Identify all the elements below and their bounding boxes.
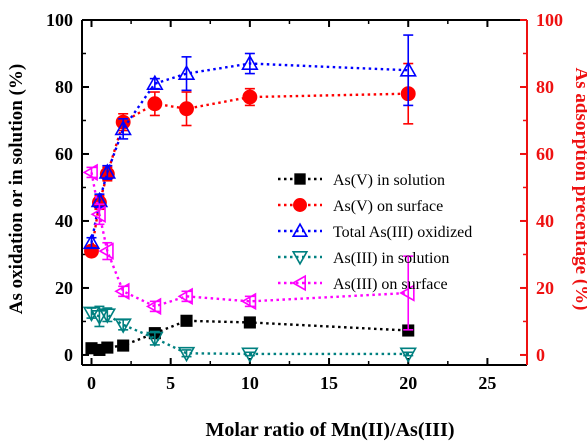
x-tick-label: 0 — [87, 373, 96, 393]
legend-item: As(V) on surface — [278, 198, 443, 215]
legend-item: As(III) in solution — [278, 250, 449, 267]
y2-tick-label: 100 — [536, 10, 563, 30]
y-axis-label: As oxidation or in solution (%) — [6, 64, 27, 314]
legend-label: As(III) in solution — [333, 250, 449, 267]
y-tick-label: 80 — [55, 77, 73, 97]
x-axis-label: Molar ratio of Mn(II)/As(III) — [205, 419, 454, 441]
legend-label: As(V) on surface — [333, 198, 443, 215]
data-point — [241, 54, 259, 70]
series-0 — [85, 314, 415, 356]
data-point — [399, 61, 417, 77]
x-tick-label: 15 — [320, 373, 338, 393]
data-point — [399, 284, 415, 302]
data-point — [117, 339, 130, 352]
series-line — [90, 172, 409, 308]
y2-tick-label: 60 — [536, 144, 554, 164]
series-2 — [82, 34, 417, 250]
legend-marker — [291, 222, 309, 237]
y2-tick-label: 0 — [536, 345, 545, 365]
data-point — [114, 119, 132, 136]
data-point — [146, 74, 164, 91]
y-tick-label: 100 — [46, 10, 73, 30]
data-point — [82, 163, 98, 182]
y2-tick-label: 40 — [536, 211, 554, 231]
data-point — [243, 316, 256, 329]
y-tick-label: 40 — [55, 211, 73, 231]
axes-group: 0 5 10 15 20 25 0 20 40 60 80 100 0 20 40 60 80 100 — [46, 10, 563, 393]
legend-label: Total As(III) oxidized — [333, 224, 472, 241]
y2-tick-label: 20 — [536, 278, 554, 298]
y-tick-label: 20 — [55, 278, 73, 298]
x-tick-label: 10 — [241, 373, 259, 393]
series-4 — [82, 163, 415, 331]
y2-axis-label: As adsorption precentage (%) — [571, 68, 587, 311]
data-point — [98, 163, 117, 179]
data-point — [147, 96, 163, 112]
legend-marker — [291, 251, 309, 266]
data-point — [114, 318, 132, 334]
data-point — [82, 306, 101, 323]
y-tick-label: 60 — [55, 144, 73, 164]
data-point — [241, 347, 259, 363]
data-point — [177, 64, 196, 80]
data-point — [179, 101, 194, 117]
data-point — [242, 89, 258, 105]
data-point — [101, 341, 114, 354]
legend-label: As(V) in solution — [333, 172, 445, 189]
x-tick-label: 5 — [166, 373, 175, 393]
series-3 — [82, 305, 417, 363]
legend-marker — [291, 274, 307, 292]
y-tick-label: 0 — [64, 345, 73, 365]
x-tick-label: 25 — [478, 373, 496, 393]
data-group — [82, 34, 417, 363]
legend-marker — [294, 173, 306, 185]
data-point — [177, 346, 196, 363]
legend-label: As(III) on surface — [333, 276, 448, 293]
legend-marker — [293, 198, 307, 212]
data-point — [90, 310, 109, 326]
data-point — [114, 282, 130, 301]
series-line — [90, 62, 409, 243]
series-line — [91, 319, 409, 352]
series-line — [91, 311, 409, 356]
data-point — [240, 292, 257, 311]
data-point — [98, 308, 117, 324]
x-tick-label: 20 — [399, 373, 417, 393]
y2-tick-label: 80 — [536, 77, 554, 97]
legend-item: Total As(III) oxidized — [278, 222, 472, 241]
legend-item: As(V) in solution — [278, 172, 445, 189]
legend: As(V) in solution As(V) on surface Total A… — [278, 172, 472, 293]
data-point — [146, 331, 164, 348]
data-point — [98, 242, 114, 260]
data-point — [399, 347, 417, 363]
data-point — [82, 233, 101, 250]
data-point — [145, 297, 162, 316]
data-point — [177, 287, 193, 306]
data-point — [180, 314, 193, 327]
legend-item: As(III) on surface — [278, 274, 448, 293]
data-point — [90, 205, 106, 223]
